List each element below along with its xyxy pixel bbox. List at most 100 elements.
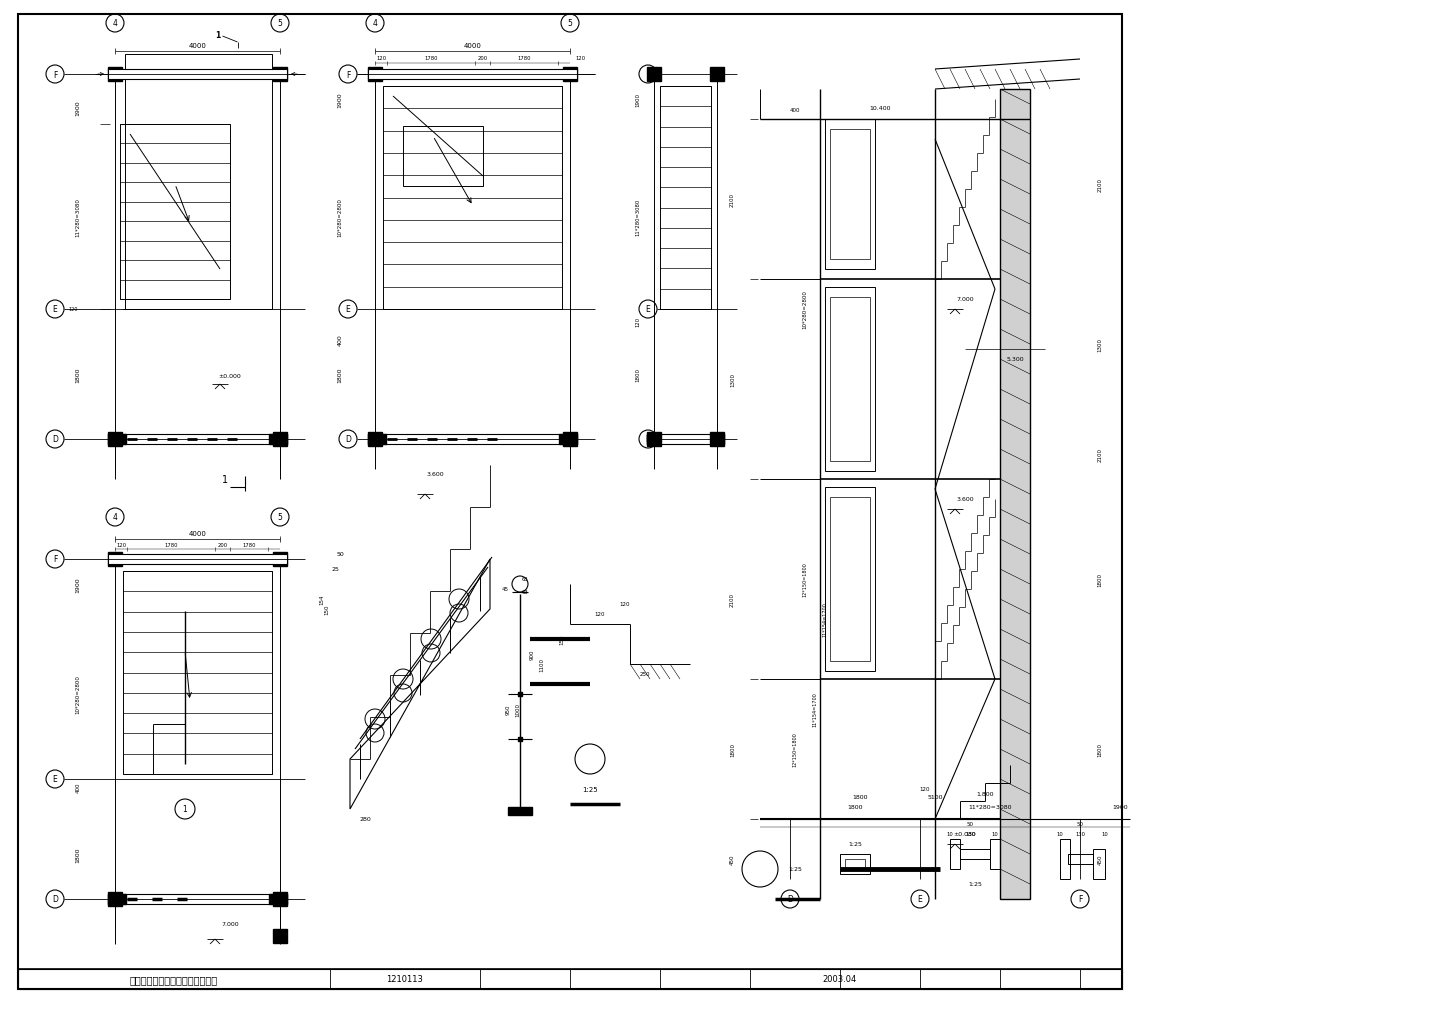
Bar: [563, 68, 577, 82]
Text: 1210113: 1210113: [386, 974, 423, 983]
Text: 450: 450: [730, 854, 734, 864]
Bar: [647, 433, 661, 446]
Bar: [108, 552, 122, 567]
Bar: [108, 434, 127, 444]
Bar: [1060, 840, 1070, 879]
Text: 1800: 1800: [847, 805, 863, 810]
Bar: [508, 807, 531, 815]
Bar: [825, 120, 876, 270]
Bar: [647, 68, 661, 82]
Text: 120: 120: [575, 56, 585, 61]
Text: D: D: [52, 435, 58, 444]
Text: 1800: 1800: [75, 367, 81, 382]
Text: 10*280=2800: 10*280=2800: [337, 198, 343, 236]
Text: 1: 1: [183, 805, 187, 814]
Text: 1900: 1900: [75, 577, 81, 592]
Bar: [960, 849, 991, 859]
Bar: [269, 894, 287, 904]
Bar: [19, 15, 1122, 989]
Text: 1800: 1800: [1097, 573, 1103, 586]
Text: 120: 120: [117, 543, 127, 548]
Bar: [108, 554, 287, 565]
Text: 1780: 1780: [164, 543, 177, 548]
Text: 280: 280: [359, 816, 372, 821]
Text: 10: 10: [1057, 832, 1063, 837]
Text: 120: 120: [920, 787, 930, 792]
Bar: [660, 87, 711, 310]
Text: 1100: 1100: [540, 657, 544, 672]
Text: 120: 120: [635, 317, 641, 327]
Text: 国家电力公司杭州机械设计研究院: 国家电力公司杭州机械设计研究院: [130, 974, 217, 984]
Bar: [1068, 854, 1093, 864]
Text: D: D: [52, 895, 58, 904]
Bar: [518, 738, 523, 741]
Text: 1:25: 1:25: [582, 787, 598, 792]
Bar: [108, 892, 122, 906]
Bar: [383, 87, 562, 310]
Text: 130: 130: [965, 832, 975, 837]
Text: 900: 900: [530, 649, 534, 659]
Text: 12*150=1800: 12*150=1800: [802, 562, 808, 597]
Text: 120: 120: [68, 307, 78, 312]
Text: 450: 450: [1097, 854, 1103, 864]
Bar: [710, 434, 724, 444]
Text: 150: 150: [324, 604, 330, 614]
Bar: [108, 894, 127, 904]
Text: 3.600: 3.600: [426, 472, 444, 477]
Bar: [369, 433, 382, 446]
Text: F: F: [53, 70, 58, 79]
Text: 1300: 1300: [1097, 337, 1103, 352]
Text: 400: 400: [789, 107, 801, 112]
Text: 400: 400: [75, 782, 81, 793]
Bar: [710, 68, 724, 82]
Text: 4000: 4000: [189, 43, 206, 49]
Text: 11*280=3080: 11*280=3080: [968, 805, 1012, 810]
Text: 10: 10: [946, 832, 953, 837]
Bar: [710, 433, 724, 446]
Bar: [999, 90, 1030, 899]
Text: 11*154=1700: 11*154=1700: [822, 602, 828, 637]
Bar: [274, 433, 287, 446]
Text: 63: 63: [521, 577, 528, 582]
Bar: [369, 434, 386, 444]
Bar: [120, 125, 230, 300]
Text: 1:25: 1:25: [848, 842, 863, 847]
Text: 250: 250: [639, 672, 651, 677]
Text: 2003.04: 2003.04: [822, 974, 857, 983]
Bar: [369, 68, 382, 82]
Bar: [825, 287, 876, 472]
Text: 4000: 4000: [189, 531, 206, 536]
Text: 1780: 1780: [517, 56, 531, 61]
Bar: [647, 434, 661, 444]
Text: 1800: 1800: [852, 795, 868, 800]
Bar: [108, 433, 122, 446]
Bar: [829, 497, 870, 661]
Text: 25: 25: [331, 567, 338, 572]
Text: 150: 150: [560, 634, 564, 645]
Text: ±0.000: ±0.000: [219, 374, 242, 379]
Text: 1900: 1900: [635, 93, 641, 107]
Text: 10: 10: [992, 832, 998, 837]
Text: E: E: [53, 306, 58, 314]
Text: 130: 130: [1076, 832, 1084, 837]
Text: 1800: 1800: [75, 847, 81, 862]
Bar: [829, 298, 870, 462]
Text: 1800: 1800: [1097, 742, 1103, 756]
Text: 10: 10: [1102, 832, 1109, 837]
Text: 1:25: 1:25: [788, 866, 802, 871]
Text: 1: 1: [215, 32, 220, 41]
Bar: [518, 692, 523, 696]
Bar: [647, 434, 724, 444]
Text: 2100: 2100: [730, 592, 734, 606]
Bar: [403, 127, 482, 186]
Text: 400: 400: [337, 334, 343, 345]
Text: E: E: [346, 306, 350, 314]
Bar: [563, 433, 577, 446]
Text: E: E: [917, 895, 923, 904]
Bar: [108, 434, 287, 444]
Text: 63: 63: [521, 590, 528, 595]
Text: 1800: 1800: [337, 367, 343, 382]
Text: 10*280=2800: 10*280=2800: [802, 290, 808, 329]
Bar: [845, 859, 865, 869]
Text: 5: 5: [278, 513, 282, 522]
